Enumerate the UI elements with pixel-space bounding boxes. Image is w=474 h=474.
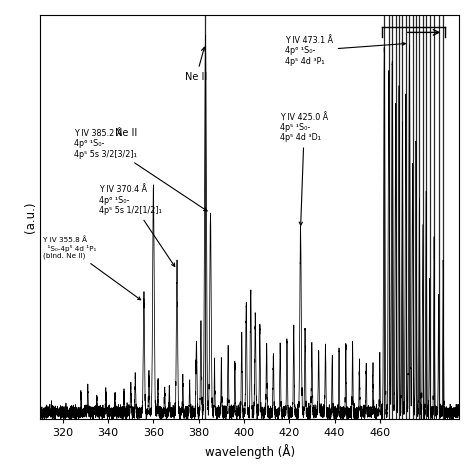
Text: Ne II: Ne II <box>115 128 137 138</box>
Text: Ne II: Ne II <box>185 47 207 82</box>
X-axis label: wavelength (Å): wavelength (Å) <box>205 444 295 459</box>
Text: Y IV 473.1 Å
4p⁶ ¹S₀-
4p⁵ 4d ³P₁: Y IV 473.1 Å 4p⁶ ¹S₀- 4p⁵ 4d ³P₁ <box>285 36 405 65</box>
Text: Y IV 425.0 Å
4p⁵ ¹S₀-
4p⁵ 4d ³D₁: Y IV 425.0 Å 4p⁵ ¹S₀- 4p⁵ 4d ³D₁ <box>280 113 328 225</box>
Text: Y IV 385.2 Å
4p⁶ ¹S₀-
4p⁵ 5s 3/2[3/2]₁: Y IV 385.2 Å 4p⁶ ¹S₀- 4p⁵ 5s 3/2[3/2]₁ <box>74 129 207 211</box>
Text: Y IV 370.4 Å
4p⁶ ¹S₀-
4p⁵ 5s 1/2[1/2]₁: Y IV 370.4 Å 4p⁶ ¹S₀- 4p⁵ 5s 1/2[1/2]₁ <box>99 185 175 266</box>
Text: Y IV 355.8 Å
  ¹S₀-4p⁵ 4d ¹P₁
(blnd. Ne II): Y IV 355.8 Å ¹S₀-4p⁵ 4d ¹P₁ (blnd. Ne II… <box>43 237 141 300</box>
Y-axis label: (a.u.): (a.u.) <box>25 201 37 233</box>
